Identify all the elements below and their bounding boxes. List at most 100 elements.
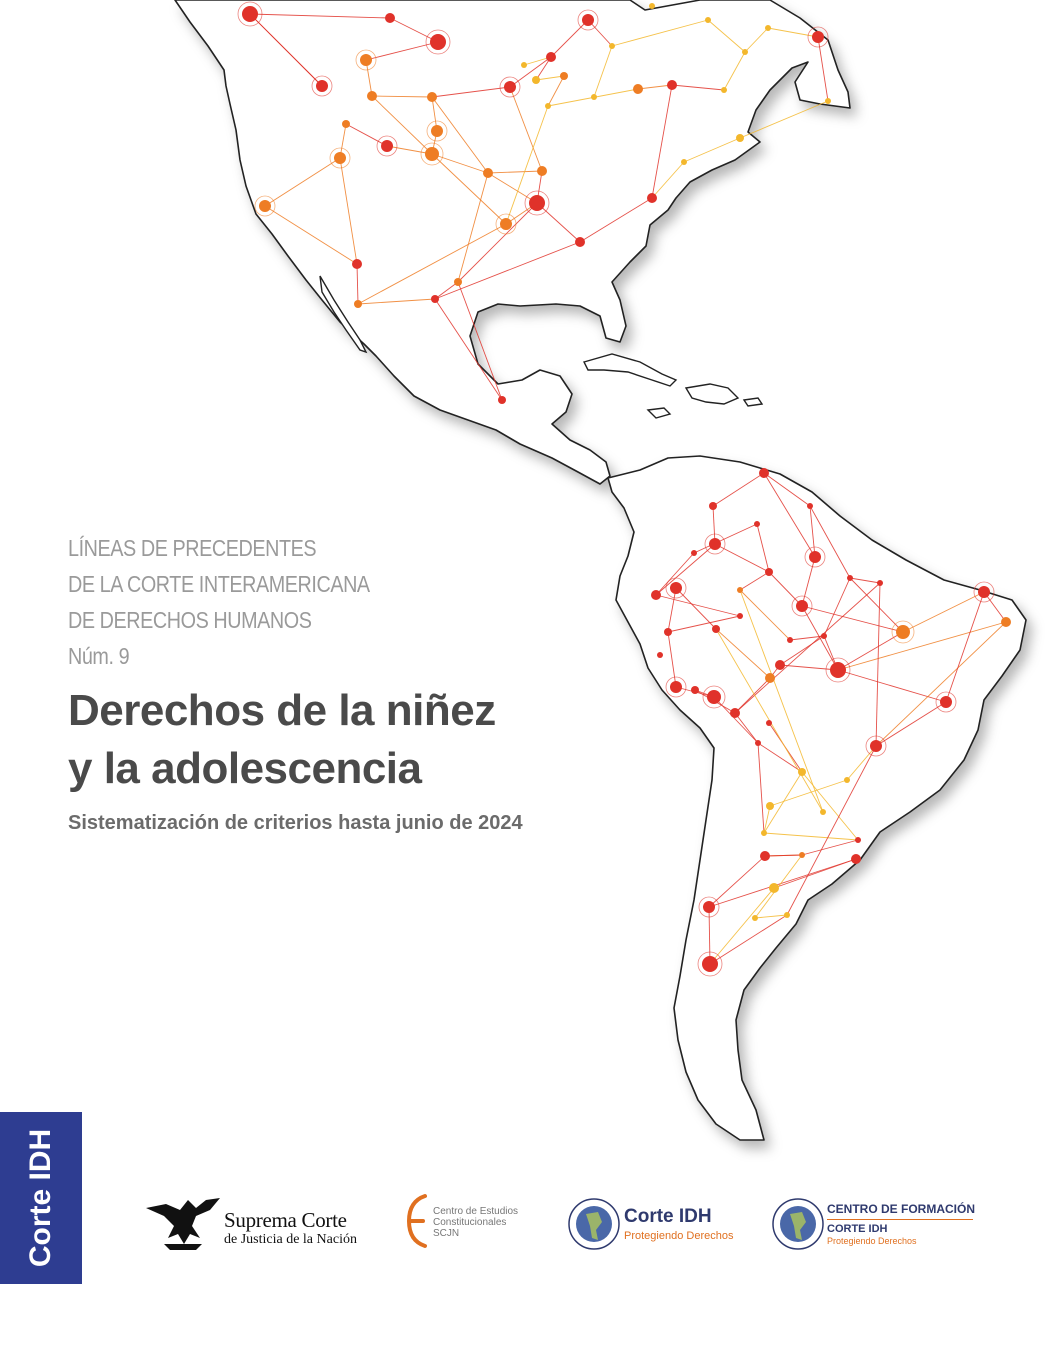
network-link-120 (849, 577, 881, 584)
network-link-5 (365, 59, 373, 97)
network-node-ring-66 (702, 685, 726, 709)
network-link-54 (431, 86, 511, 98)
network-node-12 (342, 120, 350, 128)
network-link-75 (779, 664, 839, 671)
network-node-59 (896, 625, 910, 639)
network-link-33 (357, 223, 507, 305)
network-node-1 (242, 6, 258, 22)
centro-formacion-line-3: Protegiendo Derechos (827, 1236, 917, 1246)
network-node-58 (807, 503, 813, 509)
network-link-39 (707, 19, 746, 53)
network-node-38 (765, 25, 771, 31)
network-link-40 (744, 27, 769, 53)
centro-formacion-line-2: CORTE IDH (827, 1223, 888, 1235)
network-link-43 (739, 100, 829, 139)
network-node-87 (784, 912, 790, 918)
series-number: Núm. 9 (68, 643, 130, 669)
network-link-48 (593, 45, 613, 98)
network-node-64 (765, 673, 775, 683)
network-link-122 (757, 742, 765, 834)
network-link-69 (763, 472, 811, 507)
cec-mark-icon (406, 1194, 427, 1248)
book-subtitle: Sistematización de criterios hasta junio… (68, 812, 523, 834)
jamaica-island (646, 407, 672, 419)
network-link-3 (389, 17, 439, 43)
network-link-128 (945, 591, 985, 703)
network-node-ring-4 (311, 75, 333, 97)
network-node-91 (737, 613, 743, 619)
network-node-10 (425, 147, 439, 161)
network-link-90 (757, 742, 803, 773)
network-node-ring-10 (420, 142, 444, 166)
network-link-103 (769, 779, 848, 807)
network-node-ring-3 (425, 29, 451, 55)
network-node-32 (647, 193, 657, 203)
network-node-67 (691, 686, 699, 694)
network-link-32 (457, 202, 538, 283)
network-link-53 (487, 172, 538, 204)
network-link-78 (675, 587, 717, 630)
network-node-ring-20 (524, 190, 550, 216)
network-link-89 (734, 712, 759, 744)
network-link-73 (837, 621, 1007, 671)
network-node-83 (799, 852, 805, 858)
network-node-ring-89 (697, 951, 723, 977)
network-node-ring-9 (376, 135, 398, 157)
network-link-88 (734, 582, 881, 714)
network-node-15 (431, 295, 439, 303)
network-node-ring-22 (499, 76, 521, 98)
cec-line-1: Centro de Estudios (433, 1206, 519, 1217)
network-node-90 (820, 809, 826, 815)
network-link-96 (708, 858, 857, 908)
network-node-74 (870, 740, 882, 752)
corte-idh-side-tab: Corte IDH (0, 1112, 82, 1284)
network-node-41 (736, 134, 744, 142)
network-node-6 (367, 91, 377, 101)
network-link-93 (801, 839, 859, 856)
network-link-38 (611, 19, 709, 47)
network-node-61 (1001, 617, 1011, 627)
network-node-2 (385, 13, 395, 23)
network-node-69 (787, 637, 793, 643)
network-node-54 (712, 625, 720, 633)
network-node-26 (560, 72, 568, 80)
network-link-44 (683, 137, 741, 163)
network-link-117 (739, 589, 791, 641)
centro-formacion-seal-icon (772, 1198, 824, 1250)
puerto-rico-island (742, 397, 764, 407)
network-link-60 (763, 472, 816, 558)
network-link-56 (457, 281, 503, 401)
network-link-57 (434, 298, 503, 401)
network-link-36 (550, 19, 589, 58)
network-node-3 (430, 34, 446, 50)
network-link-18 (431, 153, 489, 174)
network-link-23 (509, 56, 552, 88)
network-link-46 (671, 84, 725, 91)
network-link-6 (371, 95, 433, 98)
network-node-33 (575, 237, 585, 247)
network-node-ring-57 (804, 546, 826, 568)
network-node-84 (851, 854, 861, 864)
network-link-109 (849, 577, 904, 633)
network-node-ring-74 (865, 735, 887, 757)
eagle-emblem-icon (146, 1198, 220, 1250)
network-node-27 (545, 103, 551, 109)
network-link-15 (357, 298, 436, 305)
network-node-35 (649, 3, 655, 9)
cuba-island (582, 353, 678, 387)
network-node-43 (681, 159, 687, 165)
network-node-4 (316, 80, 328, 92)
network-link-99 (709, 914, 788, 965)
network-link-108 (823, 577, 851, 637)
network-link-124 (708, 906, 711, 965)
network-node-81 (855, 837, 861, 843)
network-link-17 (457, 172, 489, 283)
network-link-98 (709, 887, 775, 965)
cec-text: Centro de Estudios Constitucionales SCJN (433, 1206, 518, 1239)
network-node-50 (765, 568, 773, 576)
network-link-102 (763, 805, 771, 834)
network-link-112 (739, 589, 824, 813)
network-node-65 (670, 681, 682, 693)
network-link-107 (789, 635, 825, 641)
network-node-89 (702, 956, 718, 972)
